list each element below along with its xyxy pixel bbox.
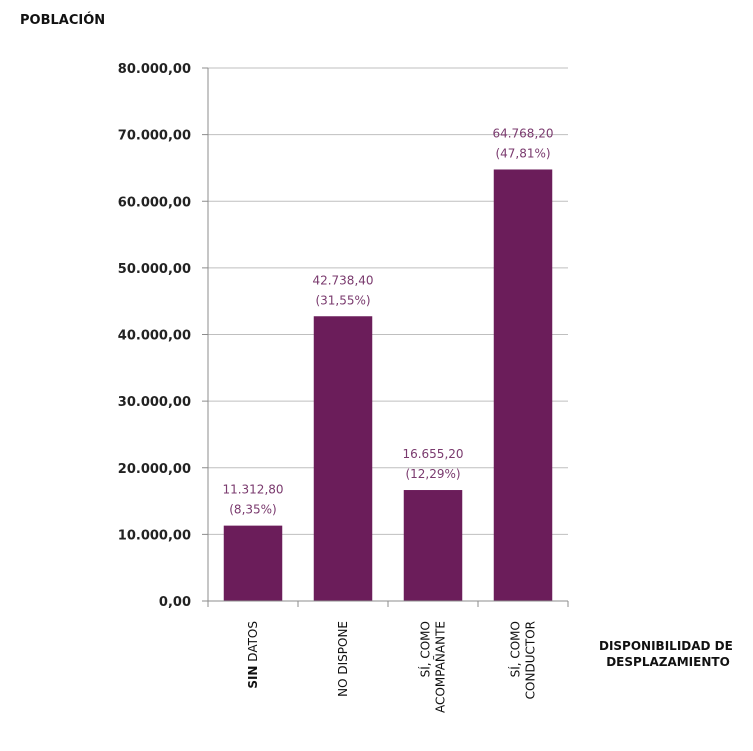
x-category-label-part: ACOMPAÑANTE bbox=[433, 621, 448, 713]
x-category-label-line: SIN DATOS bbox=[246, 621, 260, 689]
x-category-label-line: ACOMPAÑANTE bbox=[433, 621, 448, 713]
bar bbox=[223, 525, 283, 601]
x-axis-title-line-1: DISPONIBILIDAD DE bbox=[599, 639, 733, 653]
x-category-label-part: SÍ, COMO bbox=[508, 621, 523, 677]
y-tick-label: 80.000,00 bbox=[118, 62, 191, 77]
x-axis-title-line-2: DESPLAZAMIENTO bbox=[606, 655, 730, 669]
bar-value-label: 16.655,20 bbox=[402, 447, 463, 461]
y-axis-ticks: 0,00 10.000,00 20.000,00 30.000,00 40.000,00… bbox=[118, 62, 208, 610]
bar bbox=[313, 316, 373, 601]
bar-percent-label: (31,55%) bbox=[315, 293, 370, 307]
y-axis-title: POBLACIÓN bbox=[20, 12, 105, 28]
x-axis-title: DISPONIBILIDAD DE DESPLAZAMIENTO bbox=[599, 639, 737, 669]
bar-value-label: 64.768,20 bbox=[492, 126, 553, 140]
y-tick-label: 0,00 bbox=[159, 595, 191, 610]
y-tick-label: 50.000,00 bbox=[118, 262, 191, 277]
x-category-label: SÍ, COMO ACOMPAÑANTE bbox=[418, 621, 448, 713]
x-axis-categories: SIN DATOS NO DISPONE SÍ, COMO ACOMPAÑANTE SÍ… bbox=[246, 621, 538, 713]
x-category-label-part: SIN bbox=[246, 666, 260, 689]
x-category-label: SIN DATOS bbox=[246, 621, 260, 689]
x-category-label-line: SÍ, COMO bbox=[418, 621, 433, 677]
axes bbox=[207, 68, 569, 607]
y-tick-label: 30.000,00 bbox=[118, 395, 191, 410]
x-category-label: SÍ, COMO CONDUCTOR bbox=[508, 621, 538, 699]
y-tick-label: 40.000,00 bbox=[118, 329, 191, 344]
bar bbox=[493, 169, 553, 601]
x-category-label-line: SÍ, COMO bbox=[508, 621, 523, 677]
x-category-label-part: SÍ, COMO bbox=[418, 621, 433, 677]
y-tick-label: 70.000,00 bbox=[118, 129, 191, 144]
x-category-label-part: DATOS bbox=[246, 621, 260, 666]
bar-value-label: 11.312,80 bbox=[222, 483, 283, 497]
bar bbox=[403, 490, 463, 601]
bar-percent-label: (47,81%) bbox=[495, 146, 550, 160]
bars bbox=[223, 169, 553, 601]
bar-value-label: 42.738,40 bbox=[312, 273, 373, 287]
x-category-label-part: NO DISPONE bbox=[336, 621, 350, 697]
x-category-label-line: NO DISPONE bbox=[336, 621, 350, 697]
x-category-label-line: CONDUCTOR bbox=[524, 621, 538, 699]
y-tick-label: 20.000,00 bbox=[118, 462, 191, 477]
gridlines bbox=[208, 67, 568, 535]
x-category-label: NO DISPONE bbox=[336, 621, 350, 697]
x-category-label-part: CONDUCTOR bbox=[524, 621, 538, 699]
data-labels: 11.312,80 (8,35%) 42.738,40 (31,55%) 16.655,… bbox=[222, 126, 553, 516]
bar-percent-label: (8,35%) bbox=[229, 503, 276, 517]
y-tick-label: 10.000,00 bbox=[118, 528, 191, 543]
bar-percent-label: (12,29%) bbox=[405, 467, 460, 481]
y-tick-label: 60.000,00 bbox=[118, 195, 191, 210]
